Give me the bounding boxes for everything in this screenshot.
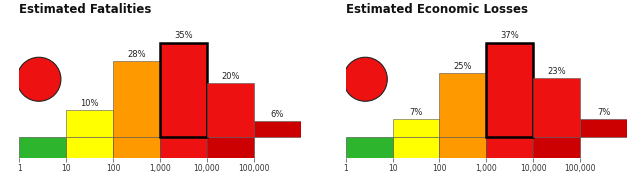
Text: 28%: 28% — [127, 50, 146, 59]
Text: Estimated Fatalities: Estimated Fatalities — [19, 3, 152, 16]
Bar — [533, 137, 580, 158]
Ellipse shape — [17, 57, 61, 101]
Bar — [19, 137, 66, 158]
Bar — [207, 137, 254, 158]
Text: 20%: 20% — [221, 72, 239, 81]
Bar — [392, 137, 440, 158]
Bar — [66, 137, 113, 158]
Text: 25%: 25% — [454, 62, 472, 71]
Text: 23%: 23% — [547, 67, 566, 76]
Bar — [160, 137, 207, 158]
Bar — [113, 137, 160, 158]
Bar — [533, 78, 580, 137]
Text: 6%: 6% — [271, 110, 284, 119]
Bar — [346, 137, 392, 158]
Text: 10%: 10% — [81, 99, 99, 108]
Ellipse shape — [343, 57, 387, 101]
Bar — [113, 61, 160, 137]
Text: Estimated Economic Losses: Estimated Economic Losses — [346, 3, 527, 16]
Text: 7%: 7% — [597, 108, 611, 117]
Bar — [580, 119, 627, 137]
Bar — [486, 137, 533, 158]
Bar — [160, 43, 207, 137]
Bar — [254, 121, 301, 137]
Text: 37%: 37% — [500, 31, 519, 40]
Bar — [440, 137, 486, 158]
Bar — [66, 110, 113, 137]
Text: 7%: 7% — [410, 108, 422, 117]
Bar — [207, 83, 254, 137]
Bar — [486, 43, 533, 137]
Bar — [440, 73, 486, 137]
Bar — [392, 119, 440, 137]
Text: 35%: 35% — [174, 31, 193, 40]
